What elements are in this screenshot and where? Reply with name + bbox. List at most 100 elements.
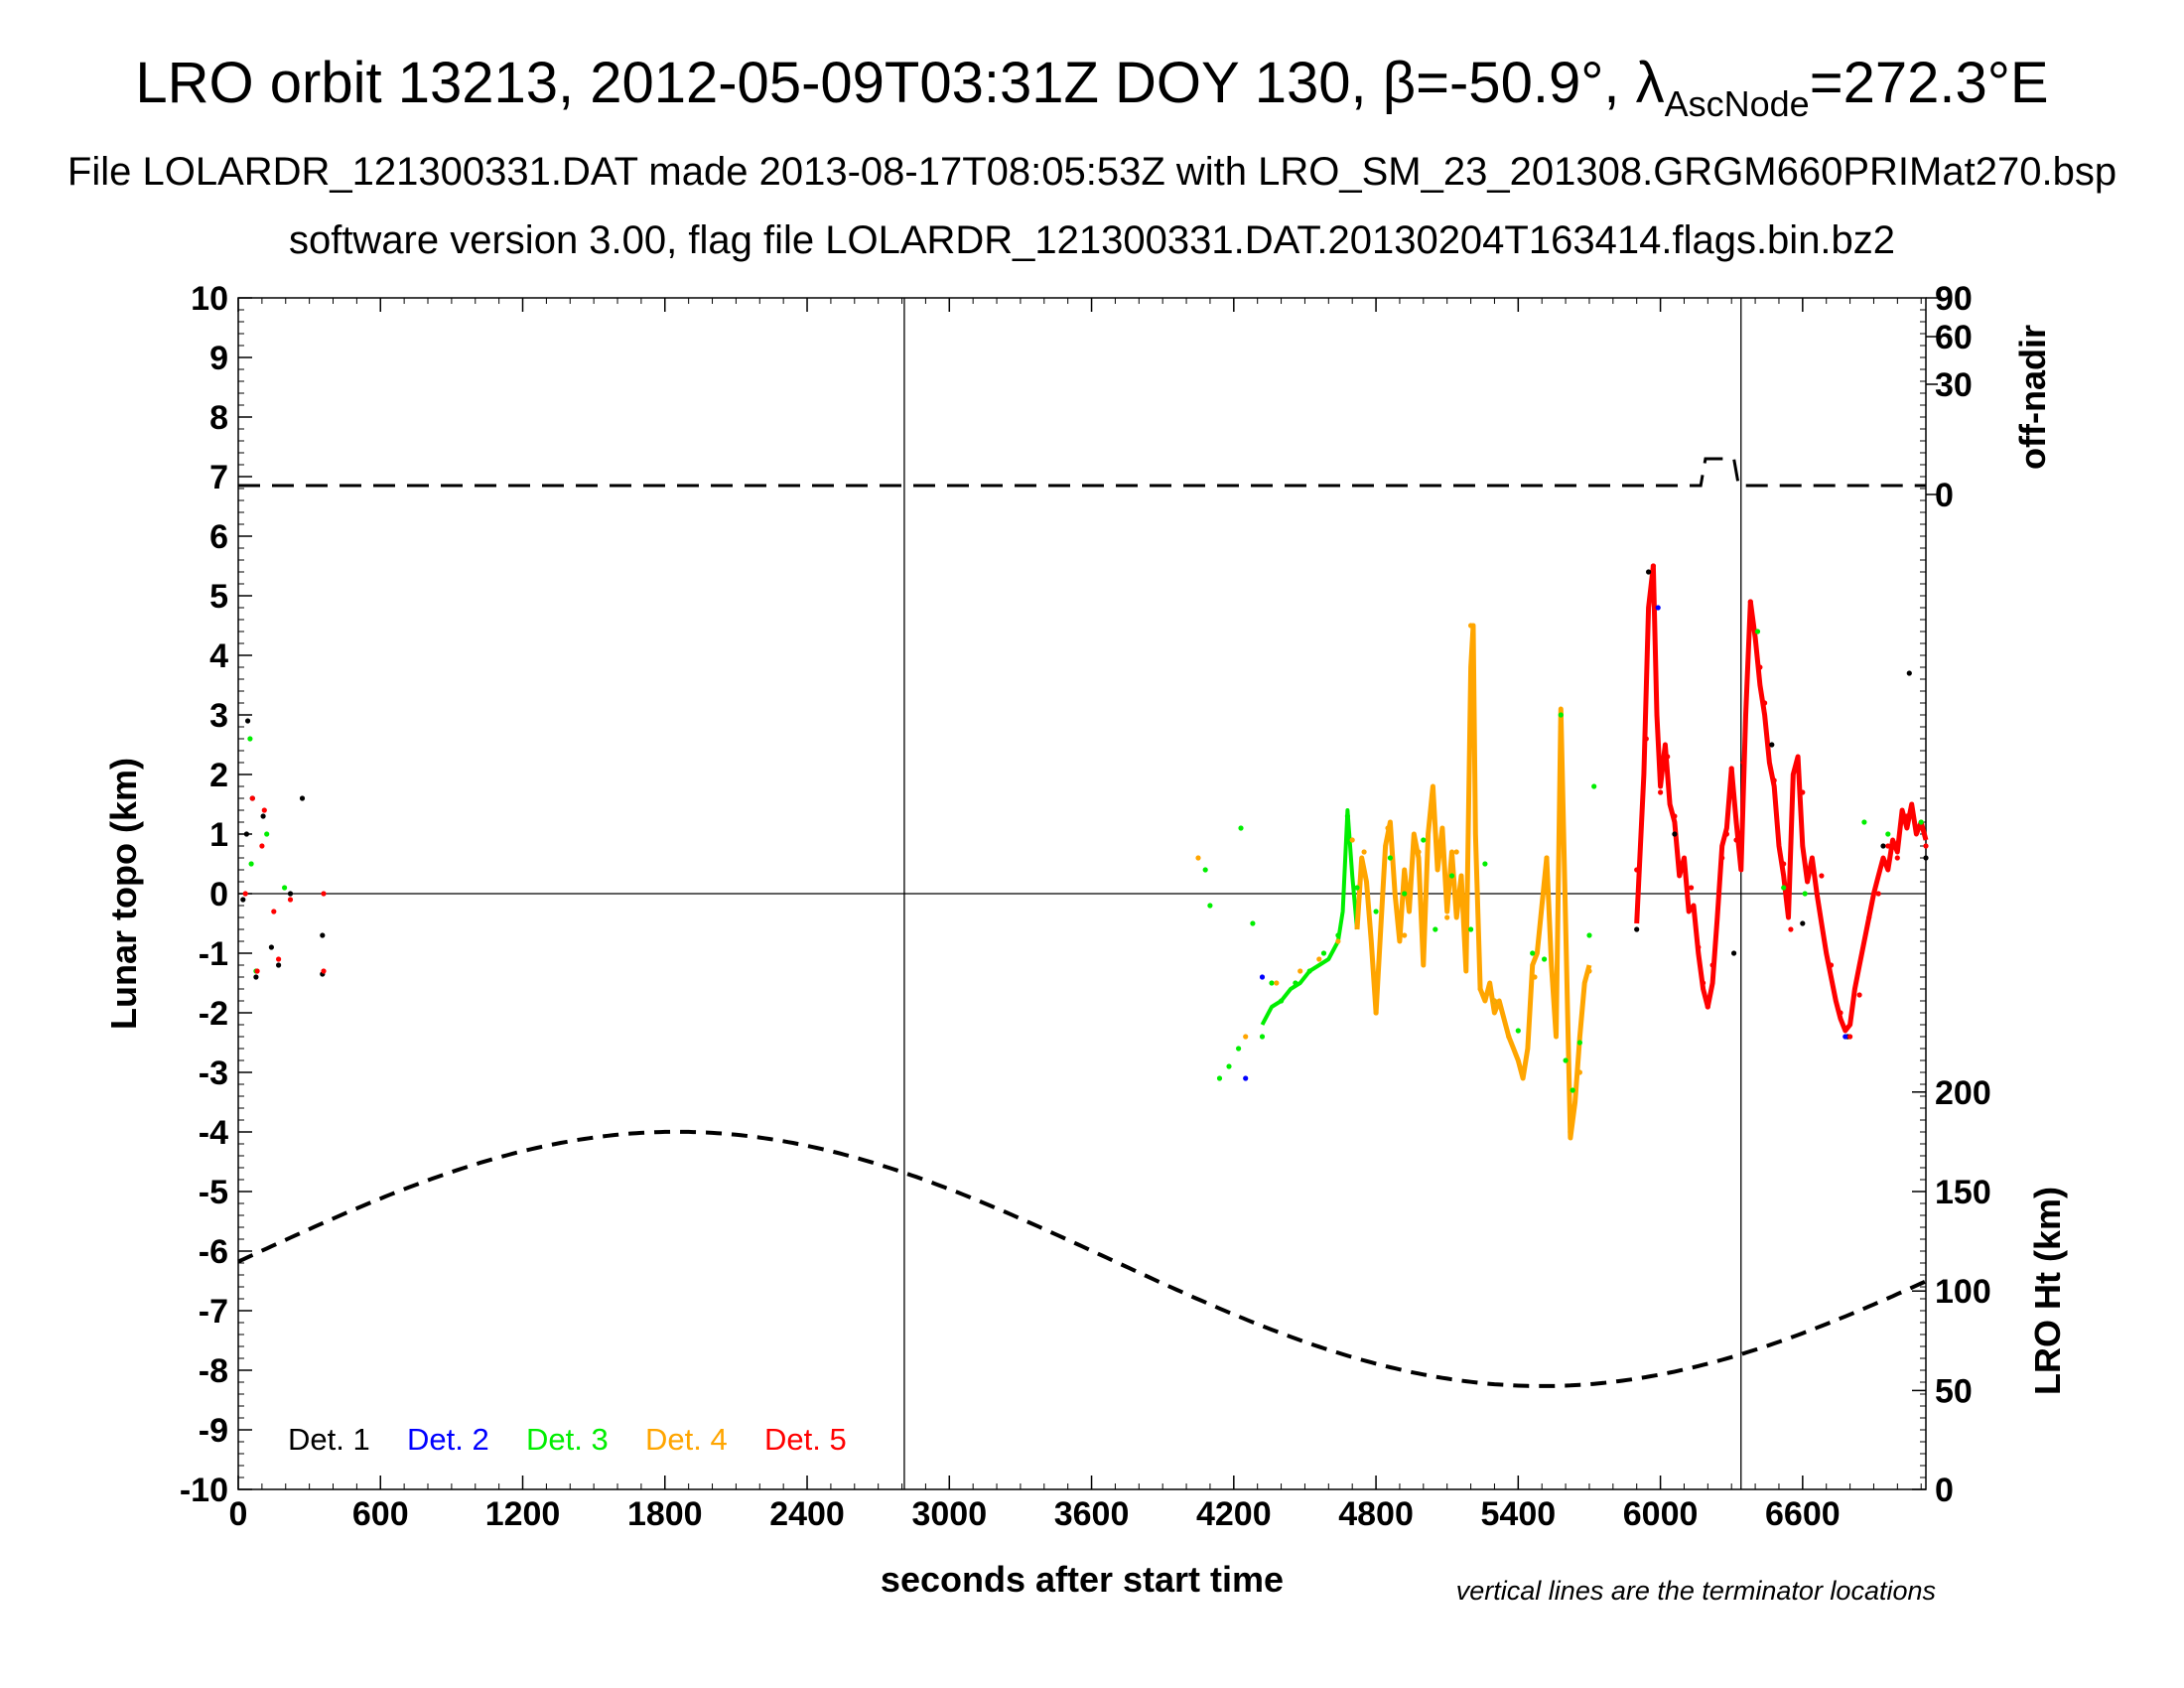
data-point [253,974,259,980]
data-point [1771,777,1777,783]
x-tick-label: 6000 [1623,1495,1699,1533]
data-point [264,831,270,837]
data-point [1757,664,1763,670]
data-point [1402,891,1408,897]
data-point [1532,974,1538,980]
chart-title: LRO orbit 13213, 2012-05-09T03:31Z DOY 1… [135,51,2048,124]
data-point [1728,766,1734,772]
data-point [254,968,260,974]
data-point [1918,819,1924,825]
data-point [1747,599,1753,605]
data-point [321,891,327,897]
y-tick-label: 5 [209,578,228,616]
data-point [320,932,326,938]
data-point [260,813,266,819]
data-point [276,962,282,968]
data-point [1904,813,1910,819]
data-point [1634,926,1640,932]
data-point [1361,849,1367,855]
data-point [1861,819,1867,825]
data-point [1387,855,1393,861]
x-tick-label: 1800 [627,1495,703,1533]
y-tick-label: -2 [199,995,228,1033]
data-point [1719,855,1725,861]
data-point [1482,861,1488,867]
data-point [1875,891,1881,897]
data-point [1416,849,1422,855]
data-point [1373,909,1379,914]
data-point [1430,807,1435,813]
y-tick-label: 2 [209,757,228,794]
data-point [1216,1075,1223,1081]
x-tick-label: 6600 [1765,1495,1841,1533]
data-point [1238,825,1244,831]
data-point [1740,760,1746,766]
data-point [1306,968,1312,974]
data-point [1800,920,1806,926]
data-point [1542,956,1548,962]
data-point [1672,813,1678,819]
data-point [287,891,294,897]
y-tick-label: -7 [199,1293,228,1331]
data-point [1701,980,1706,986]
data-point [1576,1040,1582,1046]
y-tick-label: -9 [199,1412,228,1450]
data-point [276,956,282,962]
data-point [1665,754,1671,760]
legend-entry: Det. 3 [526,1422,609,1457]
off-nadir-trace [238,457,1926,488]
data-point [1866,914,1872,920]
data-point [1586,932,1592,938]
data-point [282,885,288,891]
y-tick-label: -1 [199,935,228,973]
data-point [249,795,255,801]
data-point [1634,867,1640,873]
y-tick-label: -3 [199,1055,228,1092]
legend-entry: Det. 5 [764,1422,847,1457]
data-point [1843,1034,1848,1040]
data-point [1762,700,1768,706]
data-point [1847,1034,1853,1040]
data-point [1226,1063,1232,1069]
data-point [1723,831,1729,837]
data-point [1681,867,1688,873]
data-point [1269,980,1275,986]
x-tick-label: 1200 [485,1495,561,1533]
x-axis-label: seconds after start time [881,1559,1284,1600]
off-nadir-axis-label: off-nadir [2012,325,2053,470]
data-point [1250,920,1256,926]
data-point [271,909,277,914]
chart-title-subscript: AscNode [1665,83,1810,124]
data-point [1515,1028,1521,1034]
data-point [1243,1034,1249,1040]
data-point [1195,855,1201,861]
data-point [1335,938,1341,944]
y-tick-label: 0 [209,876,228,914]
data-point [1293,980,1298,986]
data-point [1385,825,1391,831]
data-point [1800,789,1806,795]
off-nadir-tick-label: 0 [1935,477,1954,514]
data-point [1885,843,1891,849]
x-tick-label: 4800 [1338,1495,1414,1533]
terminator-note: vertical lines are the terminator locati… [1456,1576,1936,1606]
plot-area: 0 600 1200 1800 2400 3000 3600 4200 4800 5400 6000… [180,280,1991,1533]
data-point [1788,926,1794,932]
data-point [1591,783,1597,789]
y-tick-label: 3 [209,697,228,735]
data-point [1643,736,1649,742]
x-tick-label: 600 [352,1495,409,1533]
data-point [1320,950,1327,956]
data-point [1650,563,1656,569]
data-point [240,897,246,903]
data-point [1856,992,1862,998]
off-nadir-tick-label: 60 [1935,319,1973,356]
data-point [1906,670,1912,676]
data-point [1207,903,1213,909]
legend-entry: Det. 2 [407,1422,489,1457]
x-tick-label: 5400 [1481,1495,1557,1533]
chart-title-suffix: =272.3°E [1810,51,2049,115]
chart-subtitle-software: software version 3.00, flag file LOLARDR… [289,218,1895,262]
data-point [1754,629,1761,634]
